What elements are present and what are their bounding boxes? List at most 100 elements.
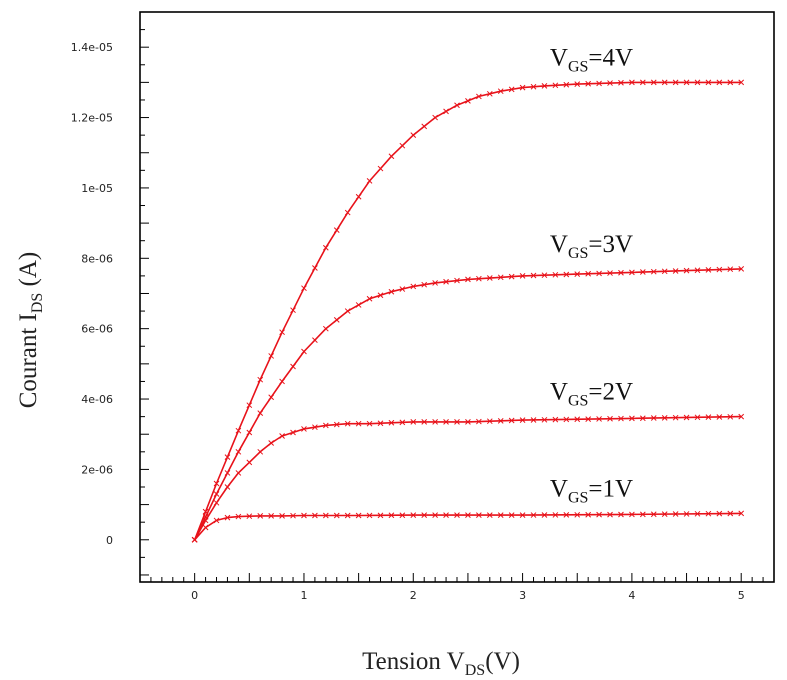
data-point-marker: [454, 102, 460, 109]
data-point-marker: [432, 419, 438, 425]
data-point-marker: [410, 512, 417, 519]
y-tick-label: 2e-06: [81, 463, 113, 476]
data-point-marker: [639, 269, 646, 275]
data-point-marker: [476, 512, 482, 519]
data-point-marker: [246, 402, 253, 409]
data-point-marker: [497, 274, 504, 281]
data-point-marker: [716, 79, 723, 86]
data-point-marker: [301, 426, 307, 432]
data-point-marker: [629, 511, 635, 518]
data-point-marker: [312, 337, 318, 343]
data-point-marker: [727, 266, 734, 273]
data-point-marker: [301, 285, 307, 292]
data-point-marker: [650, 268, 657, 275]
data-point-marker: [574, 81, 581, 87]
plot-area-border: [139, 11, 775, 583]
data-point-marker: [497, 88, 504, 95]
data-point-marker: [246, 513, 253, 520]
data-point-marker: [421, 512, 428, 519]
data-point-marker: [399, 512, 406, 519]
data-point-marker: [541, 416, 548, 423]
data-point-marker: [377, 512, 384, 519]
data-point-marker: [333, 317, 340, 323]
data-point-marker: [224, 514, 231, 521]
data-point-marker: [410, 419, 417, 425]
data-point-marker: [552, 512, 559, 518]
data-point-marker: [355, 420, 362, 427]
series-label-vgs-3: VGS=3V: [550, 231, 633, 262]
data-point-marker: [738, 79, 745, 86]
plot-frame: [139, 11, 775, 583]
data-point-marker: [388, 288, 395, 295]
data-point-marker: [629, 415, 635, 422]
series-line: [194, 415, 742, 541]
data-point-marker: [235, 513, 242, 520]
y-tick-label: 1e-05: [81, 182, 113, 195]
series-label-vgs-1: VGS=1V: [550, 475, 633, 506]
data-point-marker: [224, 454, 231, 460]
data-point-marker: [224, 484, 231, 490]
data-point-marker: [519, 84, 526, 91]
data-point-marker: [705, 79, 712, 86]
data-point-marker: [322, 512, 329, 519]
data-point-marker: [705, 414, 712, 421]
data-point-marker: [563, 81, 570, 88]
data-point-marker: [235, 470, 242, 476]
data-point-marker: [399, 142, 406, 149]
data-point-marker: [694, 414, 701, 421]
data-point-marker: [650, 511, 657, 518]
data-point-marker: [388, 512, 395, 519]
data-point-marker: [618, 511, 624, 518]
data-point-marker: [202, 508, 209, 515]
data-point-marker: [191, 536, 198, 543]
data-point-marker: [224, 470, 231, 476]
data-point-marker: [344, 420, 351, 427]
data-point-marker: [410, 132, 417, 139]
data-point-marker: [454, 419, 460, 425]
data-point-marker: [705, 510, 712, 517]
data-point-marker: [213, 480, 220, 487]
x-tick-label: 4: [628, 589, 635, 602]
data-point-marker: [661, 268, 668, 275]
data-point-marker: [530, 512, 537, 518]
data-point-marker: [279, 433, 285, 439]
data-point-marker: [465, 512, 471, 519]
data-point-marker: [454, 512, 460, 519]
data-point-marker: [574, 511, 581, 518]
data-point-marker: [476, 275, 482, 282]
data-point-marker: [279, 512, 285, 519]
series-label-vgs-2: VGS=2V: [550, 379, 633, 410]
data-point-marker: [738, 510, 745, 517]
series-line: [194, 512, 742, 541]
data-point-marker: [432, 114, 438, 121]
data-point-marker: [279, 378, 285, 385]
data-point-marker: [476, 418, 482, 425]
data-point-marker: [312, 512, 318, 519]
data-point-marker: [377, 165, 384, 172]
data-point-marker: [727, 79, 734, 86]
x-tick-label: 1: [300, 589, 307, 602]
y-tick-label: 1.2e-05: [71, 112, 113, 125]
data-point-marker: [563, 271, 570, 278]
data-point-marker: [344, 512, 351, 519]
data-point-marker: [333, 421, 340, 428]
data-point-marker: [290, 429, 296, 436]
data-point-marker: [486, 275, 493, 281]
data-point-marker: [443, 512, 449, 519]
x-axis-title: Tension VDS(V): [362, 648, 520, 679]
data-point-marker: [508, 512, 515, 519]
data-point-marker: [366, 420, 373, 427]
data-point-marker: [596, 270, 602, 277]
data-point-marker: [366, 178, 373, 184]
data-point-marker: [257, 448, 264, 455]
data-point-marker: [312, 424, 318, 431]
y-tick-label: 4e-06: [81, 393, 113, 406]
series-label-vgs-4: VGS=4V: [550, 44, 633, 75]
data-point-marker: [530, 417, 537, 423]
series-vgs-2: [191, 413, 745, 543]
data-point-marker: [596, 416, 602, 422]
data-point-marker: [596, 511, 602, 518]
data-point-marker: [530, 272, 537, 279]
y-tick-label: 1.4e-05: [71, 41, 113, 54]
